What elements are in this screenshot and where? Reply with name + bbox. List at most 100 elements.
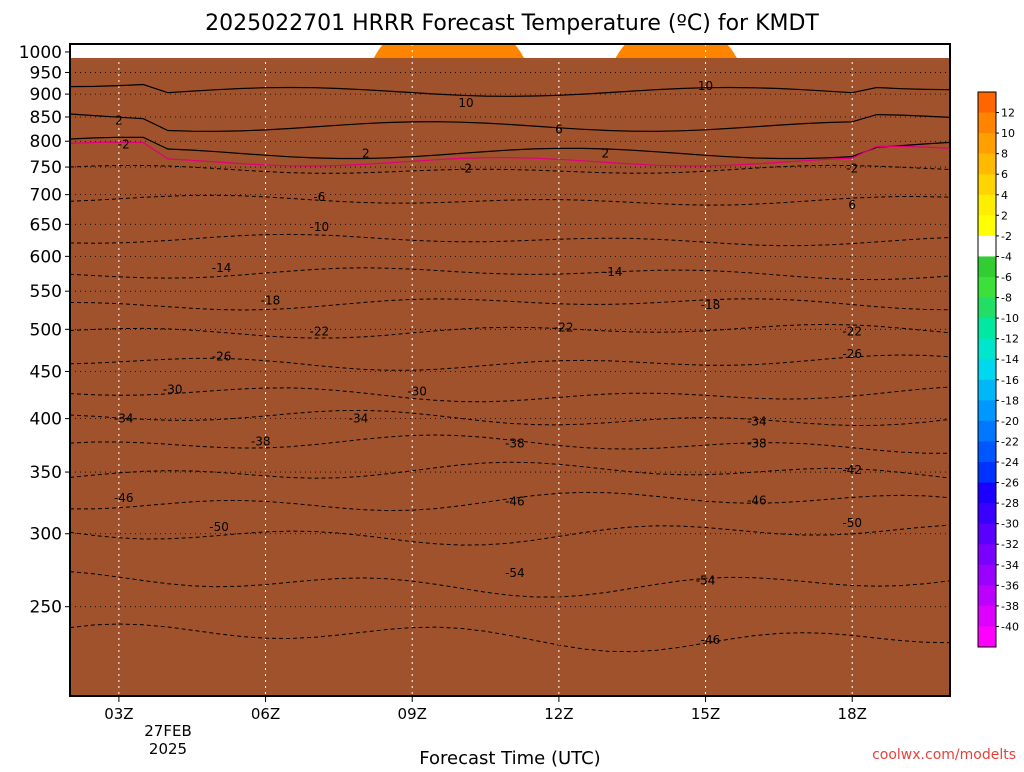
contour-label-text: -14 [212,261,232,275]
contour-label: -22 [842,325,862,339]
colorbar-label: -18 [1001,394,1019,407]
contour-line-solid [70,136,950,160]
colorbar-label: -20 [1001,415,1019,428]
contour-label-text: -34 [349,412,369,426]
contour-label: 10 [458,96,473,110]
contour-label-text: -22 [554,321,574,335]
contour-label: -18 [261,294,281,308]
y-tick-label: 350 [30,463,62,483]
colorbar-label: 12 [1001,107,1015,120]
contour-label: -14 [603,265,623,279]
y-tick-label: 600 [30,247,62,267]
contour-line-dashed [70,571,950,598]
contour-line-solid [70,83,950,97]
contour-label: -30 [163,383,183,397]
colorbar-swatch [978,523,996,545]
colorbar-label: -30 [1001,518,1019,531]
y-tick-label: 750 [30,158,62,178]
colorbar-label: -12 [1001,333,1019,346]
contour-label-text: -22 [310,325,330,339]
chart-title: 2025022701 HRRR Forecast Temperature (ºC… [205,11,819,36]
colorbar-label: 2 [1001,209,1008,222]
colorbar-label: -16 [1001,374,1019,387]
colorbar-label: -14 [1001,353,1019,366]
contour-label: -46 [701,633,721,647]
contour-label-text: -26 [212,350,232,364]
contour-label: -38 [747,436,767,450]
colorbar-swatch [978,400,996,422]
x-tick-label: 15Z [691,705,720,723]
colorbar-swatch [978,133,996,155]
contour-label: -46 [505,495,525,509]
x-axis: 03Z 06Z 09Z 12Z 15Z 18Z [104,696,867,723]
contour-label-text: 2 [602,146,610,160]
contour-label: -38 [505,436,525,450]
contour-label: -42 [842,463,862,477]
colorbar-label: -34 [1001,559,1019,572]
contour-line-dashed [70,409,950,427]
colorbar-swatch [978,482,996,504]
contour-label-text: -46 [747,493,767,507]
contour-label: -14 [212,261,232,275]
x-date-label-year: 2025 [149,740,187,758]
credit-text: coolwx.com/modelts [872,747,1016,763]
colorbar-label: -32 [1001,538,1019,551]
contour-label: -34 [747,415,767,429]
contour-label: 2 [362,146,370,160]
contour-label-text: -30 [163,383,183,397]
colorbar-label: 10 [1001,127,1015,140]
contour-label: -6 [313,190,325,204]
contour-label-text: -50 [842,516,862,530]
y-tick-label: 250 [30,598,62,618]
contour-label-text: -30 [407,385,427,399]
contour-label: -38 [251,434,271,448]
y-tick-label: 650 [30,215,62,235]
colorbar-label: 6 [1001,168,1008,181]
contour-label: -54 [505,566,525,580]
contour-label-text: 6 [848,198,856,212]
contour-label-text: -14 [603,265,623,279]
contour-label: 6 [555,122,563,136]
x-tick-label: 09Z [398,705,427,723]
y-tick-label: 850 [30,108,62,128]
contour-label-text: -2 [460,162,472,176]
colorbar-label: -8 [1001,292,1012,305]
colorbar-label: -22 [1001,435,1019,448]
colorbar-swatch [978,544,996,566]
colorbar-label: -36 [1001,579,1019,592]
colorbar-label: -4 [1001,250,1012,263]
contour-line-dashed [70,623,950,653]
colorbar-label: -6 [1001,271,1012,284]
contour-label: -46 [747,493,767,507]
colorbar-swatch [978,235,996,257]
contour-line-solid [70,113,950,132]
colorbar-swatch [978,503,996,525]
colorbar-swatch [978,318,996,340]
contour-label-text: 10 [698,79,713,93]
contour-label-text: -26 [842,347,862,361]
contour-label: -34 [349,412,369,426]
colorbar-label: -2 [1001,230,1012,243]
colorbar-swatch [978,297,996,319]
contour-label-text: 6 [555,122,563,136]
y-tick-label: 700 [30,186,62,206]
y-tick-label: 500 [30,320,62,340]
colorbar-label: -40 [1001,620,1019,633]
colorbar-swatch [978,194,996,216]
colorbar-label: 8 [1001,148,1008,161]
colorbar-label: -24 [1001,456,1019,469]
colorbar-swatch [978,338,996,360]
y-tick-label: 900 [30,85,62,105]
contour-label-text: -54 [505,566,525,580]
y-tick-label: 800 [30,132,62,152]
contour-label: 2 [115,113,123,127]
colorbar-swatch [978,153,996,175]
colorbar-label: -26 [1001,477,1019,490]
contour-label: -2 [846,162,858,176]
contour-label-text: -2 [118,138,130,152]
colorbar-swatch [978,92,996,113]
y-tick-label: 950 [30,63,62,83]
contour-label: -18 [701,298,721,312]
